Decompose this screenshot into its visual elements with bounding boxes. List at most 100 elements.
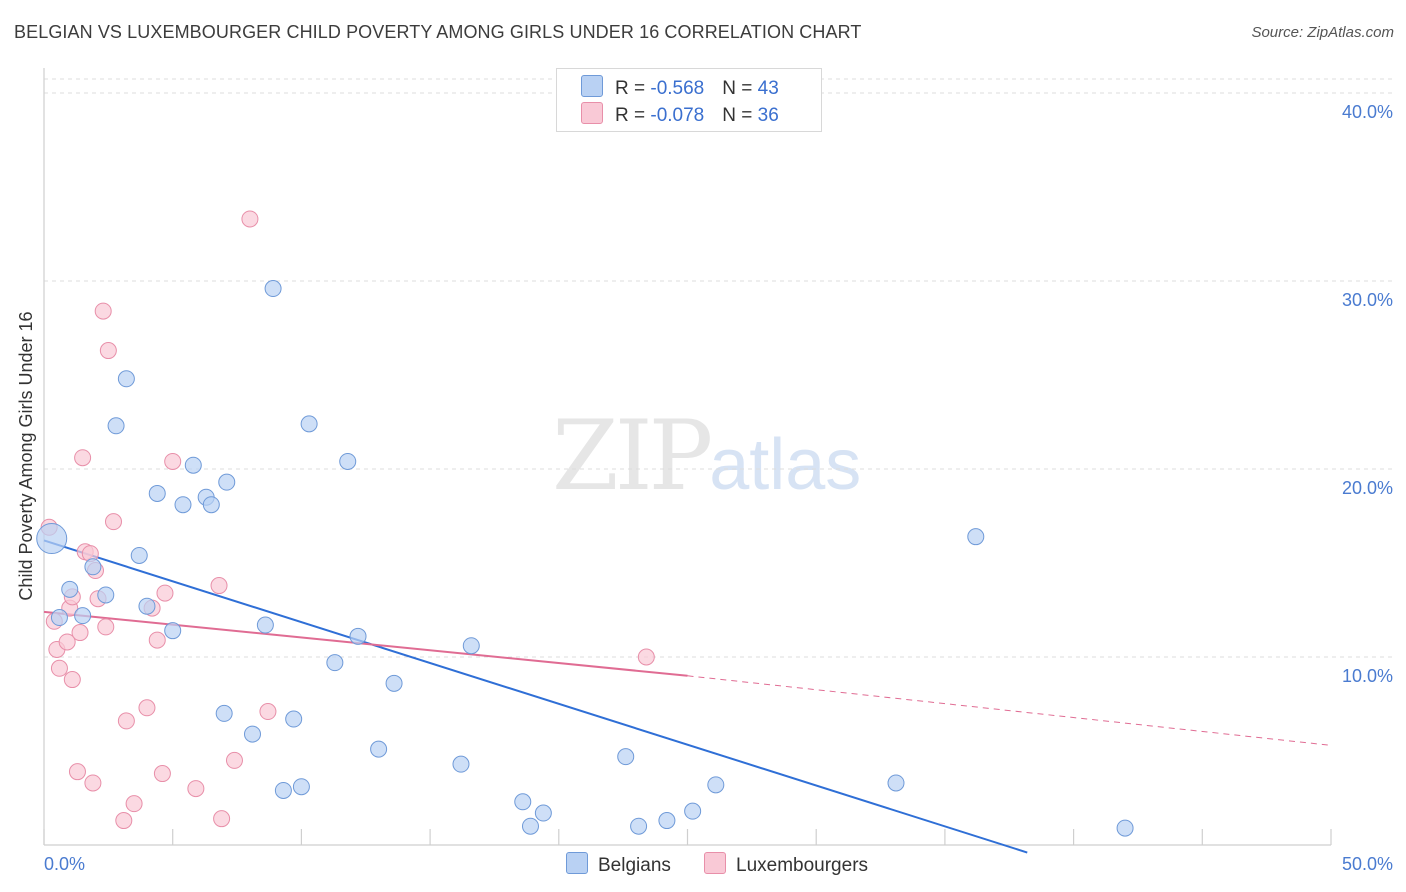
x-tick-label: 50.0%: [1342, 854, 1393, 874]
y-axis-label: Child Poverty Among Girls Under 16: [16, 311, 36, 600]
axes: [43, 68, 1332, 846]
belgian-point: [452, 755, 470, 773]
luxembourger-point: [156, 584, 174, 602]
luxembourger-point: [241, 210, 259, 228]
bottom-legend-luxembourgers: Luxembourgers: [704, 852, 868, 877]
luxembourger-point: [84, 774, 102, 792]
legend-row-luxembourgers: R = -0.078 N = 36: [581, 102, 779, 128]
luxembourger-point: [138, 699, 156, 717]
bottom-legend-luxembourgers-label: Luxembourgers: [736, 855, 869, 876]
belgian-point: [285, 710, 303, 728]
luxembourger-point: [187, 780, 205, 798]
belgian-point: [630, 817, 648, 835]
legend-r-label: R =: [615, 105, 651, 126]
luxembourger-point: [225, 751, 243, 769]
belgian-point: [107, 417, 125, 435]
belgian-point: [462, 637, 480, 655]
belgian-point: [215, 704, 233, 722]
legend: R = -0.568 N = 43 R = -0.078 N = 36: [556, 68, 822, 132]
belgian-point: [370, 740, 388, 758]
belgian-point: [84, 558, 102, 576]
luxembourgers-trend-line: [43, 610, 688, 677]
luxembourger-point: [50, 659, 68, 677]
y-tick-label: 30.0%: [1342, 290, 1393, 310]
belgian-point: [243, 725, 261, 743]
belgian-point: [256, 616, 274, 634]
belgians-swatch: [566, 852, 588, 874]
bottom-legend-belgians-label: Belgians: [598, 855, 671, 876]
belgian-point: [184, 456, 202, 474]
belgian-point: [218, 473, 236, 491]
luxembourger-point: [68, 763, 86, 781]
legend-n-label: N =: [722, 78, 758, 99]
belgian-point: [117, 370, 135, 388]
belgian-point: [36, 523, 68, 555]
legend-n-value: 36: [757, 105, 779, 126]
luxembourger-point: [115, 812, 133, 830]
trend-lines: [43, 539, 1332, 854]
luxembourgers-swatch: [581, 102, 603, 124]
belgian-point: [514, 793, 532, 811]
belgian-point: [74, 607, 92, 625]
luxembourger-point: [637, 648, 655, 666]
belgian-point: [707, 776, 725, 794]
x-tick-label: 0.0%: [44, 854, 85, 874]
luxembourger-point: [94, 302, 112, 320]
belgian-point: [534, 804, 552, 822]
belgians-swatch: [581, 75, 603, 97]
legend-r-label: R =: [615, 78, 651, 99]
luxembourger-point: [117, 712, 135, 730]
luxembourger-point: [104, 513, 122, 531]
belgian-point: [339, 452, 357, 470]
legend-n-label: N =: [722, 105, 758, 126]
belgian-point: [887, 774, 905, 792]
x-tick-labels: 0.0% 50.0%: [44, 854, 1393, 874]
chart-title: BELGIAN VS LUXEMBOURGER CHILD POVERTY AM…: [14, 22, 862, 42]
belgian-point: [264, 280, 282, 298]
belgian-point: [202, 496, 220, 514]
y-tick-label: 40.0%: [1342, 102, 1393, 122]
watermark-zip: ZIP: [552, 400, 713, 512]
luxembourgers-trend-extension: [687, 675, 1332, 746]
luxembourger-point: [153, 765, 171, 783]
legend-n-value: 43: [757, 78, 779, 99]
belgian-point: [521, 817, 539, 835]
source-label: Source: ZipAtlas.com: [1251, 24, 1394, 41]
belgian-point: [274, 781, 292, 799]
belgian-point: [61, 580, 79, 598]
luxembourger-point: [125, 795, 143, 813]
y-tick-label: 20.0%: [1342, 478, 1393, 498]
luxembourger-point: [74, 449, 92, 467]
luxembourger-point: [164, 452, 182, 470]
belgian-point: [326, 654, 344, 672]
luxembourger-point: [259, 703, 277, 721]
belgian-point: [148, 484, 166, 502]
bottom-legend-belgians: Belgians: [566, 852, 671, 877]
legend-r-value: -0.078: [650, 105, 705, 126]
belgian-point: [300, 415, 318, 433]
legend-r-value: -0.568: [650, 78, 705, 99]
luxembourger-point: [99, 342, 117, 360]
belgian-point: [385, 674, 403, 692]
data-points: [36, 210, 1134, 837]
belgian-point: [292, 778, 310, 796]
luxembourger-point: [213, 810, 231, 828]
belgian-point: [50, 609, 68, 627]
luxembourger-point: [148, 631, 166, 649]
luxembourgers-swatch: [704, 852, 726, 874]
belgian-point: [138, 597, 156, 615]
belgian-point: [349, 627, 367, 645]
luxembourger-point: [71, 624, 89, 642]
y-tick-label: 10.0%: [1342, 666, 1393, 686]
belgian-point: [617, 748, 635, 766]
belgian-point: [97, 586, 115, 604]
belgian-point: [1116, 819, 1134, 837]
belgian-point: [164, 622, 182, 640]
watermark: ZIPatlas: [552, 400, 861, 512]
watermark-atlas: atlas: [709, 425, 862, 505]
belgian-point: [658, 812, 676, 830]
belgian-point: [967, 528, 985, 546]
luxembourger-point: [58, 633, 76, 651]
luxembourger-point: [63, 671, 81, 689]
